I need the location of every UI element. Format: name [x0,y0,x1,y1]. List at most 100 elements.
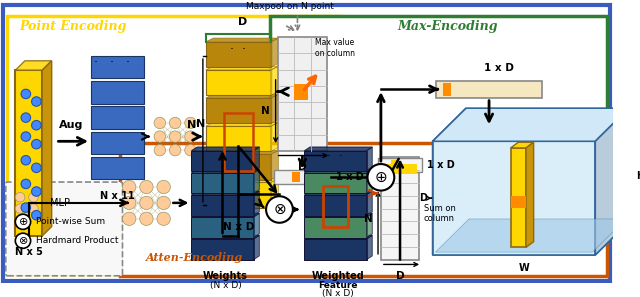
Bar [443,83,451,96]
Bar [120,143,607,276]
Text: Maxpool on N point: Maxpool on N point [246,1,334,11]
Circle shape [31,163,41,173]
Polygon shape [271,66,278,95]
Bar [305,239,367,260]
Bar [206,182,271,208]
Polygon shape [433,108,466,255]
Text: ·  ·: · · [328,150,344,163]
Circle shape [266,196,293,223]
Text: Sum on
column: Sum on column [424,204,456,223]
Bar [391,160,397,170]
Bar [436,81,541,98]
Circle shape [15,204,25,213]
Bar [294,84,308,99]
Polygon shape [305,213,372,217]
Circle shape [140,212,153,225]
Bar [91,157,143,179]
Text: (N x D): (N x D) [209,281,241,290]
Text: D: D [419,193,427,203]
Bar [91,56,143,78]
Text: D: D [237,17,247,27]
Polygon shape [271,38,278,67]
Bar [383,164,417,174]
Circle shape [154,145,166,156]
Text: $\oplus$: $\oplus$ [374,170,388,185]
Circle shape [157,180,170,194]
Bar [91,81,143,104]
Polygon shape [191,147,259,151]
Text: $\otimes$: $\otimes$ [18,235,28,246]
Polygon shape [271,151,278,179]
Text: Feature: Feature [319,281,358,290]
Polygon shape [367,169,372,193]
Text: Point Encoding: Point Encoding [19,20,127,33]
Polygon shape [305,191,372,195]
Polygon shape [271,94,278,123]
Text: MLP: MLP [50,198,70,208]
Text: Aug: Aug [60,120,84,130]
Circle shape [154,131,166,142]
Bar [191,217,253,238]
Circle shape [185,131,196,142]
Bar [206,126,271,151]
Circle shape [29,204,38,213]
Polygon shape [191,191,259,195]
Polygon shape [206,178,278,182]
Circle shape [122,180,136,194]
Circle shape [185,117,196,129]
Polygon shape [206,122,278,126]
Bar [292,172,300,182]
Text: 1 x D: 1 x D [427,160,454,170]
Polygon shape [206,151,278,154]
Bar [15,70,42,236]
Text: H: H [636,171,640,181]
Text: 1 x D: 1 x D [336,172,364,182]
Circle shape [140,180,153,194]
Bar [381,157,419,260]
Bar [91,132,143,154]
Polygon shape [433,108,628,141]
FancyBboxPatch shape [6,182,122,276]
Circle shape [122,212,136,225]
Polygon shape [367,191,372,216]
Text: W: W [518,263,529,273]
Polygon shape [206,38,278,42]
Circle shape [367,164,394,191]
Polygon shape [595,108,628,255]
Text: Max-Encoding: Max-Encoding [397,20,498,33]
Bar [511,196,526,208]
Polygon shape [191,213,259,217]
Polygon shape [305,147,372,151]
Circle shape [31,121,41,130]
Circle shape [21,179,31,189]
Polygon shape [367,235,372,260]
Polygon shape [433,222,628,255]
Polygon shape [206,94,278,98]
Polygon shape [305,169,372,173]
Circle shape [21,203,31,212]
Bar [206,154,271,179]
Polygon shape [305,235,372,239]
Circle shape [29,192,38,202]
Circle shape [140,196,153,209]
Bar [191,173,253,193]
Bar [6,16,339,274]
Polygon shape [526,142,534,247]
Polygon shape [253,169,259,193]
Polygon shape [271,122,278,151]
Polygon shape [367,213,372,238]
Bar [323,186,348,227]
Circle shape [21,156,31,165]
Bar [206,98,271,123]
Text: (N x D): (N x D) [323,289,354,297]
Bar [206,42,271,67]
Circle shape [31,211,41,220]
Circle shape [21,132,31,141]
Polygon shape [433,141,595,255]
Bar [191,195,253,216]
Polygon shape [191,169,259,173]
Bar [270,16,607,160]
Text: N x 11: N x 11 [100,191,134,200]
Polygon shape [253,235,259,260]
Circle shape [170,131,181,142]
